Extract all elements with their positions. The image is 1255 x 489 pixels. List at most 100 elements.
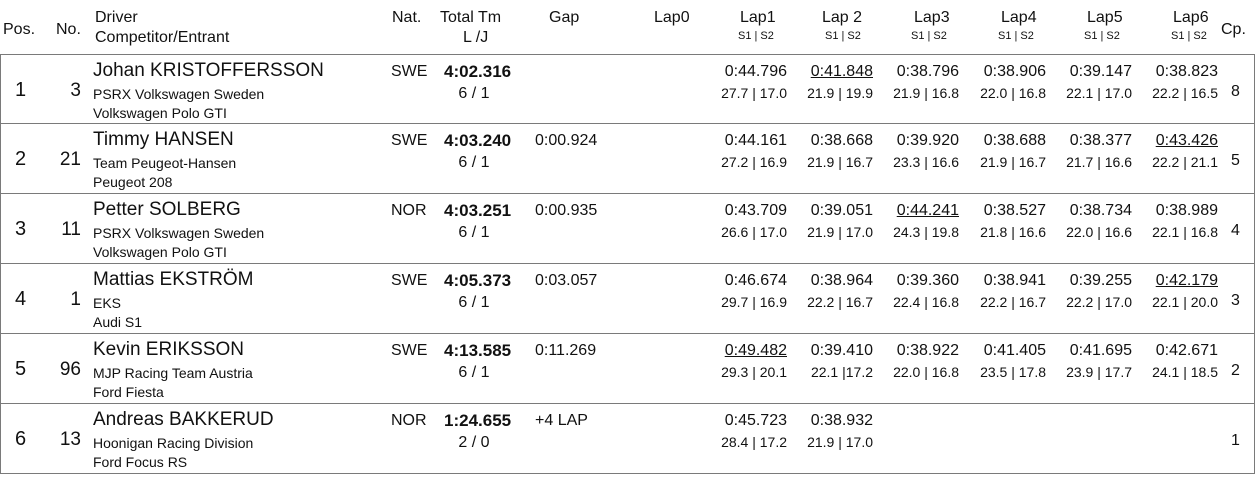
header-lap2: Lap 2: [822, 9, 863, 26]
nationality-cell: SWE: [391, 132, 428, 149]
lap3-time: 0:44.241: [896, 202, 959, 219]
header-lap0: Lap0: [654, 9, 690, 26]
lap3-time: 0:38.922: [896, 342, 959, 359]
lap3-time: 0:39.920: [896, 132, 959, 149]
lap1-splits: 28.4 | 17.2: [721, 434, 787, 450]
lap4-splits: 21.8 | 16.6: [980, 224, 1046, 240]
lap4-splits: 22.2 | 16.7: [980, 294, 1046, 310]
position-cell: 6: [15, 428, 27, 450]
laps-jokers-cell: 6 / 1: [458, 85, 490, 102]
car-number-cell: 13: [59, 429, 81, 450]
driver-name: Kevin ERIKSSON: [93, 339, 244, 360]
laps-jokers-cell: 6 / 1: [458, 364, 490, 381]
header-lap1: Lap1: [740, 9, 776, 26]
header-lap4-split: S1 | S2: [998, 30, 1034, 42]
lap4-time: 0:41.405: [983, 342, 1046, 359]
checkpoint-cell: 2: [1231, 362, 1240, 379]
car-model: Volkswagen Polo GTI: [93, 244, 227, 260]
lap3-splits: 22.4 | 16.8: [893, 294, 959, 310]
lap3-splits: 23.3 | 16.6: [893, 154, 959, 170]
lap2-splits: 21.9 | 16.7: [807, 154, 873, 170]
car-number-cell: 21: [59, 149, 81, 170]
gap-cell: 0:00.935: [535, 202, 598, 219]
team-name: Team Peugeot-Hansen: [93, 155, 237, 171]
total-time-cell: 4:03.240: [444, 131, 512, 150]
lap6-time: 0:42.671: [1155, 342, 1218, 359]
car-model: Ford Fiesta: [93, 384, 164, 400]
lap2-time: 0:39.410: [810, 342, 873, 359]
header-driver: Driver: [95, 9, 138, 26]
header-competitor: Competitor/Entrant: [95, 29, 230, 46]
lap6-time: 0:38.823: [1155, 63, 1218, 80]
header-lap5-split: S1 | S2: [1084, 30, 1120, 42]
driver-name: Johan KRISTOFFERSSON: [93, 60, 324, 81]
car-model: Peugeot 208: [93, 174, 173, 190]
driver-name: Petter SOLBERG: [93, 199, 241, 220]
header-lap3-split: S1 | S2: [911, 30, 947, 42]
header-lap4: Lap4: [1001, 9, 1037, 26]
lap6-time: 0:38.989: [1155, 202, 1218, 219]
header-lap2-split: S1 | S2: [825, 30, 861, 42]
total-time-cell: 4:13.585: [444, 341, 512, 360]
lap3-splits: 24.3 | 19.8: [893, 224, 959, 240]
lap5-splits: 22.2 | 17.0: [1066, 294, 1132, 310]
team-name: MJP Racing Team Austria: [93, 365, 253, 381]
header-lj: L /J: [463, 29, 489, 46]
header-lap5: Lap5: [1087, 9, 1123, 26]
position-cell: 4: [15, 288, 27, 310]
lap3-splits: 21.9 | 16.8: [893, 85, 959, 101]
header-lap6-split: S1 | S2: [1171, 30, 1207, 42]
lap1-splits: 26.6 | 17.0: [721, 224, 787, 240]
lap1-splits: 27.7 | 17.0: [721, 85, 787, 101]
lap5-splits: 23.9 | 17.7: [1066, 364, 1132, 380]
lap6-splits: 22.2 | 16.5: [1152, 85, 1218, 101]
lap6-time: 0:43.426: [1155, 132, 1218, 149]
nationality-cell: SWE: [391, 342, 428, 359]
lap3-time: 0:38.796: [896, 63, 959, 80]
lap4-time: 0:38.527: [983, 202, 1046, 219]
car-model: Volkswagen Polo GTI: [93, 105, 227, 121]
nationality-cell: NOR: [391, 412, 427, 429]
lap5-time: 0:39.255: [1069, 272, 1132, 289]
lap4-splits: 23.5 | 17.8: [980, 364, 1046, 380]
gap-cell: 0:00.924: [535, 132, 598, 149]
table-row: 3 11 Petter SOLBERG PSRX Volkswagen Sweden V…: [0, 194, 1255, 264]
driver-name: Mattias EKSTRÖM: [93, 269, 254, 290]
total-time-cell: 1:24.655: [444, 411, 512, 430]
checkpoint-cell: 3: [1231, 292, 1240, 309]
lap4-splits: 22.0 | 16.8: [980, 85, 1046, 101]
header-cp: Cp.: [1221, 21, 1246, 38]
header-no: No.: [56, 21, 81, 38]
table-row: 1 3 Johan KRISTOFFERSSON PSRX Volkswagen Sw…: [0, 54, 1255, 124]
lap4-time: 0:38.906: [983, 63, 1046, 80]
car-number-cell: 3: [70, 80, 81, 101]
lap1-time: 0:43.709: [724, 202, 787, 219]
lap6-time: 0:42.179: [1155, 272, 1218, 289]
header-nat: Nat.: [392, 9, 422, 26]
driver-name: Timmy HANSEN: [93, 129, 234, 150]
lap1-time: 0:44.796: [724, 63, 787, 80]
car-number-cell: 11: [61, 219, 81, 240]
lap5-time: 0:38.377: [1069, 132, 1132, 149]
lap5-time: 0:41.695: [1069, 342, 1132, 359]
table-row: 2 21 Timmy HANSEN Team Peugeot-Hansen Peugeo…: [0, 124, 1255, 194]
header-gap: Gap: [549, 9, 580, 26]
header-total: Total Tm: [440, 9, 502, 26]
lap1-splits: 27.2 | 16.9: [721, 154, 787, 170]
lap5-time: 0:38.734: [1069, 202, 1132, 219]
laps-jokers-cell: 6 / 1: [458, 154, 490, 171]
lap2-splits: 22.2 | 16.7: [807, 294, 873, 310]
lap6-splits: 24.1 | 18.5: [1152, 364, 1218, 380]
car-model: Ford Focus RS: [93, 454, 188, 470]
lap1-time: 0:44.161: [724, 132, 787, 149]
table-row: 5 96 Kevin ERIKSSON MJP Racing Team Austria…: [0, 334, 1255, 404]
table-header: Pos. No. Driver Competitor/Entrant Nat. …: [0, 0, 1255, 54]
lap1-time: 0:46.674: [724, 272, 787, 289]
lap5-splits: 22.1 | 17.0: [1066, 85, 1132, 101]
laps-jokers-cell: 2 / 0: [458, 434, 490, 451]
lap6-splits: 22.1 | 16.8: [1152, 224, 1218, 240]
lap2-splits: 21.9 | 19.9: [807, 85, 873, 101]
nationality-cell: NOR: [391, 202, 427, 219]
laps-jokers-cell: 6 / 1: [458, 294, 490, 311]
